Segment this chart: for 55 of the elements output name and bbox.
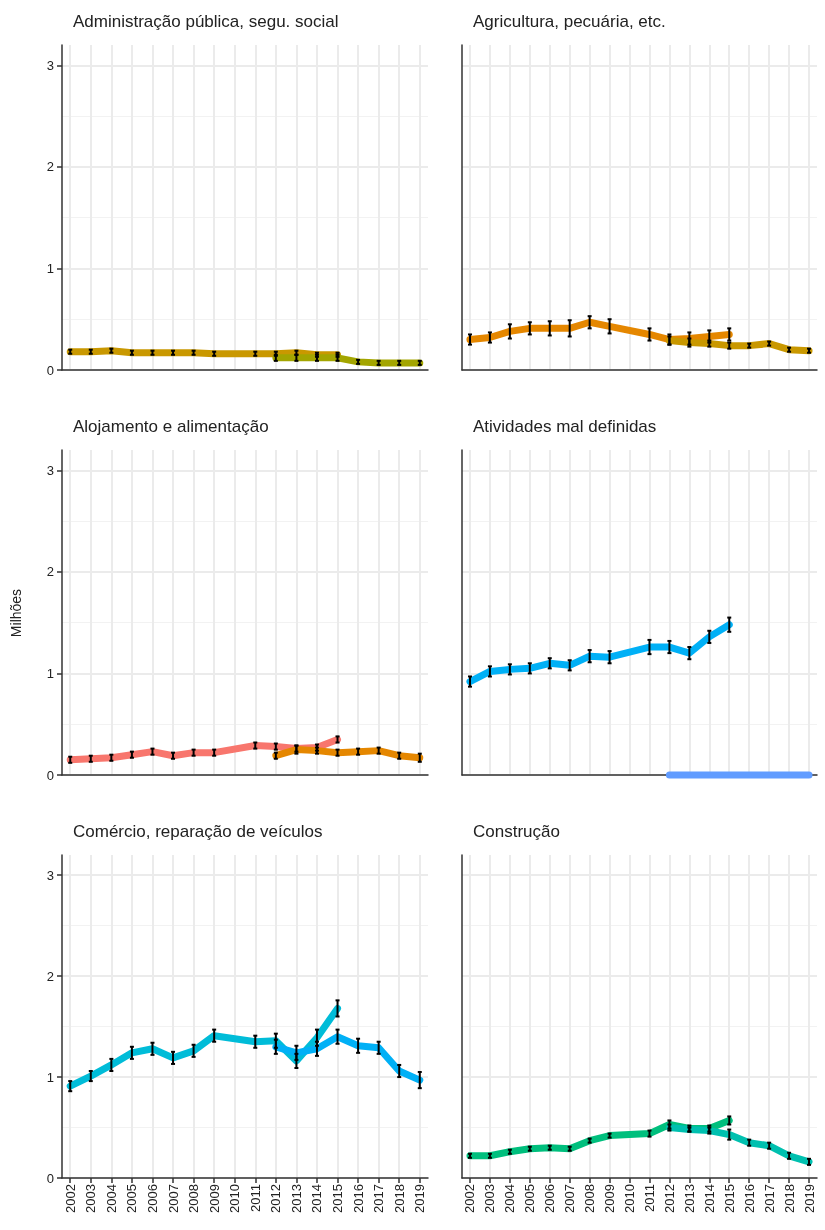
x-tick-label: 2006 xyxy=(144,1184,160,1213)
x-tick-label: 2009 xyxy=(602,1184,618,1213)
x-tick-label: 2005 xyxy=(522,1184,538,1213)
chart-title: Comércio, reparação de veículos xyxy=(73,822,323,841)
y-tick-label: 3 xyxy=(46,867,54,883)
y-tick-label: 1 xyxy=(46,260,54,276)
x-tick-label: 2003 xyxy=(482,1184,498,1213)
x-tick-label: 2017 xyxy=(371,1184,387,1213)
x-tick-label: 2011 xyxy=(247,1184,263,1212)
x-tick-label: 2007 xyxy=(562,1184,578,1213)
y-tick-label: 2 xyxy=(46,564,54,580)
x-tick-label: 2019 xyxy=(412,1184,428,1213)
x-tick-label: 2016 xyxy=(741,1184,757,1213)
x-tick-label: 2008 xyxy=(186,1184,202,1213)
x-tick-label: 2011 xyxy=(641,1184,657,1212)
x-tick-label: 2013 xyxy=(288,1184,304,1213)
y-tick-label: 0 xyxy=(46,767,54,783)
x-tick-label: 2018 xyxy=(781,1184,797,1213)
x-tick-label: 2010 xyxy=(227,1184,243,1213)
chart-title: Administração pública, segu. social xyxy=(73,12,339,31)
y-tick-label: 0 xyxy=(46,362,54,378)
chart-title: Alojamento e alimentação xyxy=(73,417,269,436)
x-tick-label: 2013 xyxy=(681,1184,697,1213)
x-tick-label: 2015 xyxy=(330,1184,346,1213)
chart-title: Construção xyxy=(473,822,560,841)
y-tick-label: 0 xyxy=(46,1170,54,1186)
x-tick-label: 2004 xyxy=(502,1184,518,1213)
x-tick-label: 2014 xyxy=(309,1184,325,1213)
chart-title: Atividades mal definidas xyxy=(473,417,657,436)
x-tick-label: 2008 xyxy=(582,1184,598,1213)
y-tick-label: 3 xyxy=(46,57,54,73)
y-tick-label: 3 xyxy=(46,462,54,478)
x-tick-label: 2004 xyxy=(103,1184,119,1213)
x-tick-label: 2016 xyxy=(350,1184,366,1213)
x-tick-label: 2010 xyxy=(622,1184,638,1213)
chart-title: Agricultura, pecuária, etc. xyxy=(473,12,666,31)
y-tick-label: 2 xyxy=(46,968,54,984)
x-tick-label: 2005 xyxy=(124,1184,140,1213)
y-axis-title: Milhões xyxy=(8,588,25,637)
x-tick-label: 2007 xyxy=(165,1184,181,1213)
y-tick-label: 2 xyxy=(46,159,54,175)
x-tick-label: 2003 xyxy=(83,1184,99,1213)
x-tick-label: 2017 xyxy=(761,1184,777,1213)
x-tick-label: 2015 xyxy=(721,1184,737,1213)
x-tick-label: 2014 xyxy=(701,1184,717,1213)
x-tick-label: 2018 xyxy=(391,1184,407,1213)
x-tick-label: 2009 xyxy=(206,1184,222,1213)
x-tick-label: 2002 xyxy=(62,1184,78,1213)
y-tick-label: 1 xyxy=(46,665,54,681)
x-tick-label: 2019 xyxy=(801,1184,817,1213)
x-tick-label: 2012 xyxy=(661,1184,677,1213)
x-tick-label: 2006 xyxy=(542,1184,558,1213)
x-tick-label: 2012 xyxy=(268,1184,284,1213)
x-tick-label: 2002 xyxy=(462,1184,478,1213)
y-tick-label: 1 xyxy=(46,1069,54,1085)
